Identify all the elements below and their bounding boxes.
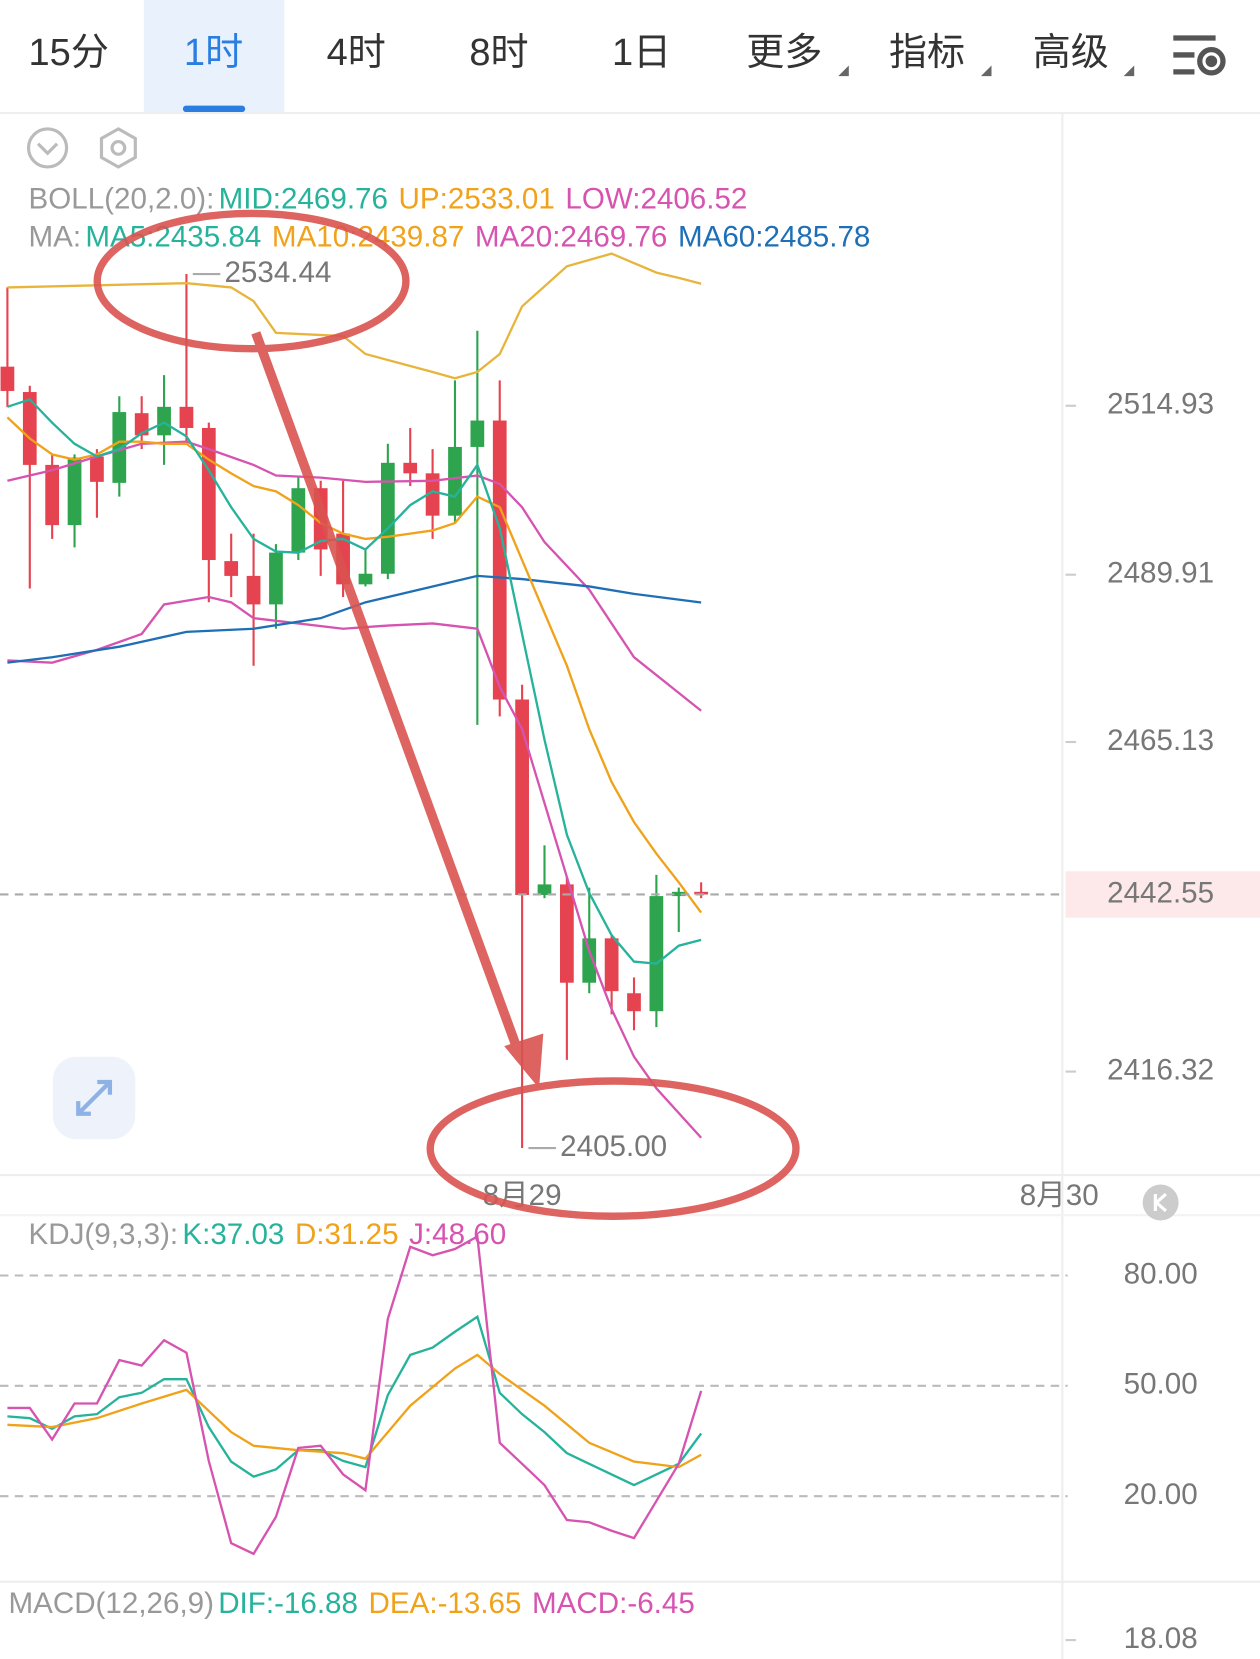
candle-body (291, 488, 306, 553)
legend-item: DIF:-16.88 (218, 1587, 358, 1620)
legend-item: MA20:2469.76 (475, 221, 667, 254)
candle-body (269, 552, 283, 605)
candle-body (112, 412, 127, 483)
candle-body (470, 420, 485, 447)
candle-body (22, 392, 37, 465)
candle-body (515, 699, 529, 896)
series-line (7, 1234, 703, 1556)
y-tick-label: 80.00 (1124, 1257, 1198, 1290)
tab[interactable]: 更多 (746, 32, 822, 74)
series-line (7, 595, 703, 1139)
dropdown-caret (838, 65, 849, 77)
y-tick-label: 2416.32 (1107, 1053, 1214, 1086)
tab[interactable]: 1日 (612, 32, 671, 74)
legend-label: BOLL(20,2.0): (29, 183, 215, 216)
legend-label: MA: (29, 221, 82, 254)
candle-body (134, 413, 149, 436)
collapse-icon[interactable] (26, 127, 69, 169)
y-tick-label: 2465.13 (1107, 724, 1214, 757)
candle-body (537, 884, 552, 896)
series-line (7, 398, 702, 965)
legend-item: LOW:2406.52 (565, 183, 747, 216)
candle-body (67, 457, 82, 526)
settings-icon[interactable] (1173, 35, 1226, 76)
y-tick-label: 18.08 (1124, 1622, 1198, 1655)
y-tick-label: 2489.91 (1107, 557, 1214, 590)
settings-hex-icon (110, 140, 127, 156)
candle-body (649, 896, 664, 1012)
candle-body (582, 938, 597, 983)
candle-body (179, 406, 194, 428)
y-tick-label: 2514.93 (1107, 388, 1214, 421)
tab[interactable]: 8时 (469, 32, 528, 74)
legend-item: D:31.25 (295, 1218, 399, 1251)
annotation-circle (426, 1077, 800, 1220)
last-price-label: 2442.55 (1107, 876, 1214, 909)
collapse-k-button[interactable] (1142, 1184, 1179, 1221)
candle-body (380, 462, 395, 574)
candle-body (492, 420, 507, 700)
annotation-arrow (251, 331, 525, 1059)
expand-button[interactable] (52, 1056, 136, 1140)
candle-body (425, 473, 440, 516)
candle-body (448, 446, 462, 516)
series-line (7, 440, 702, 712)
legend-label: MACD(12,26,9) (8, 1587, 214, 1620)
series-line (7, 1314, 703, 1487)
annotation-circle (93, 209, 410, 353)
legend-item: K:37.03 (182, 1218, 284, 1251)
extreme-label: 2534.44 (224, 256, 331, 289)
tab[interactable]: 15分 (29, 32, 109, 74)
tab[interactable]: 1时 (184, 32, 243, 74)
y-tick-label: 20.00 (1124, 1478, 1198, 1511)
candle-body (45, 464, 60, 526)
candle-body (560, 884, 574, 983)
legend-item: MACD:-6.45 (532, 1587, 695, 1620)
dropdown-caret (1123, 65, 1135, 77)
series-line (6, 416, 703, 914)
tab[interactable]: 高级 (1033, 32, 1109, 74)
legend-item: DEA:-13.65 (369, 1587, 522, 1620)
candle-body (627, 993, 641, 1012)
series-line (7, 574, 702, 664)
legend-label: KDJ(9,3,3): (29, 1218, 179, 1251)
candle-body (671, 891, 686, 897)
series-line (7, 1353, 702, 1469)
dropdown-caret (980, 65, 992, 77)
candle-body (0, 366, 15, 391)
x-tick-label: 8月30 (1020, 1179, 1099, 1212)
hand-annotation (93, 209, 800, 1220)
candle-body (604, 938, 619, 992)
annotation-arrowhead (504, 1033, 544, 1089)
candle-body (90, 456, 104, 482)
tab[interactable]: 4时 (327, 32, 386, 74)
candle-body (694, 891, 709, 895)
candle-body (157, 406, 171, 436)
legend-item: MA60:2485.78 (678, 221, 870, 254)
candle-body (403, 462, 418, 474)
extreme-label: 2405.00 (560, 1130, 667, 1163)
candle-body (246, 575, 261, 605)
active-tab-underline (182, 105, 246, 113)
candle-body (358, 573, 373, 585)
legend-item: J:48.60 (409, 1218, 506, 1251)
last-price-box (1065, 871, 1260, 918)
active-tab-bg (143, 0, 285, 113)
legend-item: UP:2533.01 (399, 183, 555, 216)
series-line (7, 252, 702, 380)
candle-body (224, 561, 239, 576)
settings-hex-icon[interactable] (99, 127, 137, 169)
y-tick-label: 50.00 (1124, 1368, 1198, 1401)
tab[interactable]: 指标 (889, 32, 965, 74)
